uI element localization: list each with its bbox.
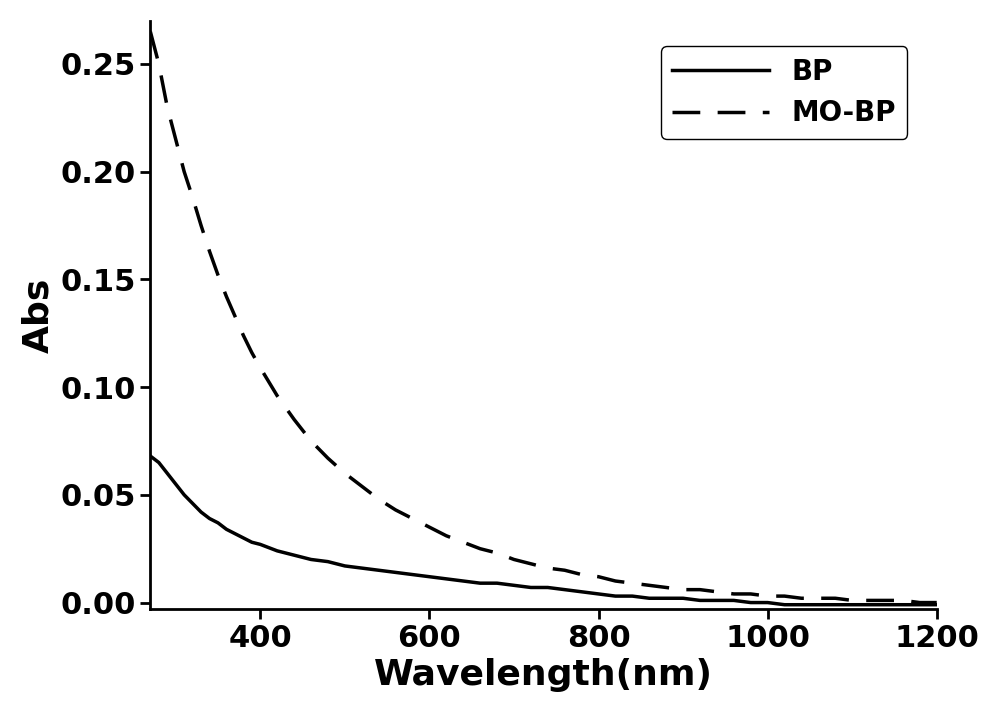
Legend: BP, MO-BP: BP, MO-BP xyxy=(661,46,907,138)
Y-axis label: Abs: Abs xyxy=(21,277,55,353)
X-axis label: Wavelength(nm): Wavelength(nm) xyxy=(374,658,713,692)
